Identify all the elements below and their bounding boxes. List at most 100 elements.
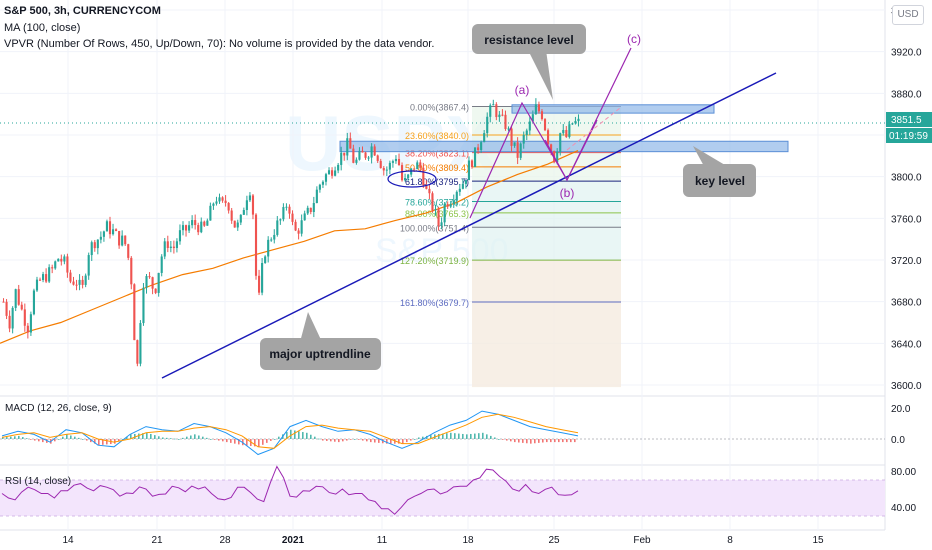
macd-histogram-bar: [542, 439, 544, 443]
candle-body: [400, 165, 404, 181]
candle-body: [242, 210, 245, 215]
macd-histogram-bar: [570, 439, 572, 443]
candle-body: [498, 114, 501, 118]
currency-button[interactable]: USD: [892, 5, 924, 25]
candle-body: [45, 274, 48, 282]
candle-body: [446, 204, 449, 207]
candle-body: [142, 287, 145, 324]
candle-body: [297, 230, 300, 234]
candle-body: [443, 204, 446, 223]
macd-histogram-bar: [54, 439, 56, 442]
callout-pointer: [693, 146, 730, 168]
macd-histogram-bar: [554, 439, 556, 443]
candle-body: [425, 185, 428, 189]
candle-body: [489, 105, 492, 117]
candle-body: [111, 229, 115, 235]
candle-body: [416, 162, 419, 170]
candle-body: [422, 167, 425, 186]
resistance-callout[interactable]: resistance level: [472, 24, 586, 100]
candle-body: [60, 258, 63, 262]
macd-histogram-bar: [326, 439, 328, 441]
macd-histogram-bar: [522, 439, 524, 443]
candle-body: [197, 225, 200, 233]
macd-histogram-bar: [446, 433, 448, 439]
candle-body: [577, 118, 580, 122]
candle-body: [239, 214, 242, 223]
candle-body: [355, 159, 358, 163]
x-tick-label: 28: [219, 535, 231, 546]
rsi-band: [0, 480, 885, 516]
candle-body: [352, 148, 355, 163]
macd-histogram-bar: [166, 437, 168, 439]
macd-histogram-bar: [114, 439, 116, 444]
candle-body: [291, 213, 294, 222]
macd-histogram-bar: [254, 439, 256, 447]
macd-histogram-bar: [174, 438, 176, 440]
macd-histogram-bar: [58, 439, 60, 440]
candle-body: [102, 231, 105, 237]
candle-body: [169, 246, 172, 248]
candle-body: [90, 242, 93, 256]
macd-histogram-bar: [402, 439, 404, 444]
candle-body: [324, 174, 328, 182]
candle-body: [279, 219, 282, 221]
callout-box: [683, 164, 756, 197]
macd-histogram-bar: [470, 433, 472, 439]
candle-body: [221, 197, 224, 201]
macd-histogram-bar: [310, 434, 312, 439]
x-tick-label: 18: [462, 535, 474, 546]
macd-tick-label: 0.0: [891, 435, 905, 446]
uptrend-callout[interactable]: major uptrendline: [260, 312, 381, 370]
candle-body: [327, 170, 331, 175]
macd-histogram-bar: [386, 439, 388, 444]
candle-body: [507, 128, 510, 130]
macd-histogram-bar: [206, 437, 208, 439]
x-tick-label: 15: [812, 535, 824, 546]
candle-body: [391, 161, 394, 163]
candle-body: [285, 206, 288, 208]
macd-histogram-bar: [502, 439, 504, 440]
candle-body: [115, 229, 118, 231]
macd-histogram-bar: [378, 439, 380, 443]
candle-body: [434, 209, 437, 211]
candle-body: [483, 133, 486, 143]
candle-body: [315, 189, 318, 204]
macd-histogram-bar: [210, 439, 212, 440]
candle-body: [486, 116, 489, 134]
candle-body: [537, 104, 540, 112]
macd-histogram-bar: [390, 439, 392, 444]
macd-histogram-bar: [158, 436, 160, 439]
candle-body: [5, 301, 8, 316]
candle-body: [534, 104, 537, 115]
candle-body: [370, 146, 373, 158]
candle-body: [264, 256, 267, 264]
macd-histogram-bar: [238, 439, 240, 445]
candle-body: [419, 162, 422, 168]
macd-histogram-bar: [150, 433, 152, 439]
macd-histogram-bar: [510, 439, 512, 442]
candle-body: [397, 158, 401, 166]
candle-body: [306, 207, 309, 214]
macd-histogram-bar: [194, 434, 196, 439]
candle-body: [194, 220, 197, 226]
candle-body: [477, 147, 480, 150]
candle-body: [531, 114, 534, 122]
candle-body: [230, 210, 233, 221]
macd-histogram-bar: [562, 439, 564, 443]
candle-body: [574, 121, 577, 124]
macd-histogram-bar: [454, 433, 456, 439]
candle-body: [358, 150, 361, 160]
macd-histogram-bar: [202, 436, 204, 439]
macd-histogram-bar: [134, 433, 136, 439]
key-level-callout[interactable]: key level: [683, 146, 756, 197]
wave-label-a: (a): [515, 83, 530, 97]
callout-pointer: [300, 312, 322, 342]
candle-body: [273, 234, 276, 240]
candle-body: [8, 315, 11, 329]
ma-legend: MA (100, close): [4, 22, 81, 34]
macd-histogram-bar: [422, 436, 424, 439]
candle-body: [136, 340, 139, 364]
y-tick-label: 3720.0: [891, 256, 922, 267]
macd-histogram-bar: [118, 439, 120, 442]
